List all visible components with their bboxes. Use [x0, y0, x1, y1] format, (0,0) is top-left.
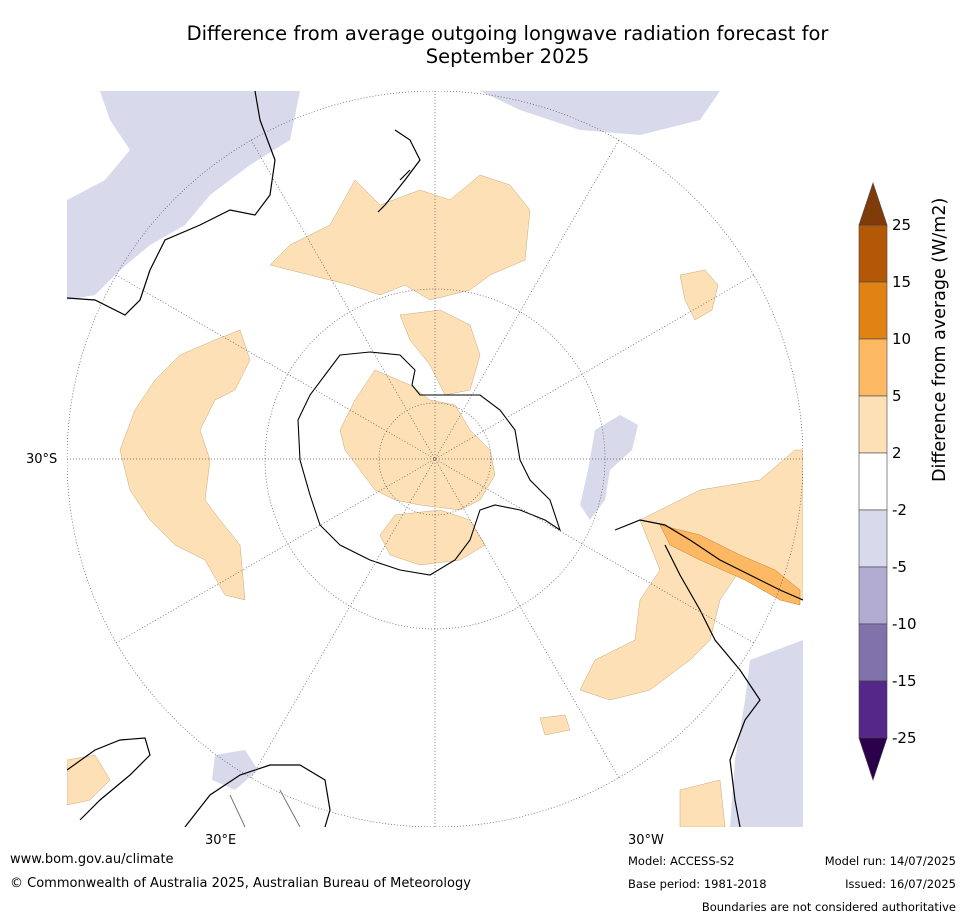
anomaly-region-positive-peninsula: [399, 309, 481, 396]
colorbar-tick: 5: [892, 387, 902, 405]
title-line-1: Difference from average outgoing longwav…: [186, 22, 829, 45]
coastline-australia: [67, 91, 276, 316]
colorbar-tick: 25: [892, 216, 912, 234]
colorbar-tick: 15: [892, 273, 912, 291]
footer-model-run: Model run: 14/07/2025: [824, 854, 956, 868]
colorbar-tick: -15: [892, 672, 917, 690]
lon-label-30e: 30°E: [205, 833, 237, 848]
anomaly-region-positive-antarctica-lower: [379, 509, 486, 566]
colorbar-label: Difference from average (W/m2): [930, 197, 950, 482]
coastline-antarctica: [297, 351, 562, 576]
footer-model: Model: ACCESS-S2: [628, 854, 735, 868]
anomaly-region-negative-atlantic: [580, 415, 638, 520]
anomaly-region-positive-antarctica: [339, 369, 496, 511]
graticule: [67, 91, 803, 827]
colorbar-tick: -10: [892, 615, 917, 633]
colorbar-tick: -5: [892, 558, 907, 576]
colorbar-tick: -2: [892, 501, 907, 519]
anomaly-region-positive-small: [539, 714, 571, 736]
anomaly-region-positive-indian: [119, 329, 251, 601]
footer-url: www.bom.gov.au/climate: [10, 852, 174, 867]
chart-title: Difference from average outgoing longwav…: [60, 22, 955, 68]
title-line-2: September 2025: [425, 45, 590, 68]
colorbar-tick: 2: [892, 444, 902, 462]
footer-base-period: Base period: 1981-2018: [628, 877, 767, 891]
anomaly-region-negative-africa: [212, 750, 258, 790]
footer-issued: Issued: 16/07/2025: [845, 877, 956, 891]
anomaly-region-positive-pacific: [269, 174, 531, 301]
footer-disclaimer: Boundaries are not considered authoritat…: [701, 900, 956, 914]
lat-label-30s: 30°S: [26, 452, 58, 467]
lon-label-30w: 30°W: [628, 833, 664, 848]
coastline-africa-border: [229, 789, 301, 827]
coastline-africa: [67, 737, 331, 827]
anomaly-region-negative-southamerica: [730, 640, 803, 827]
anomaly-region-positive-southatlantic: [579, 449, 803, 701]
anomaly-region-positive-africa-east: [679, 779, 726, 827]
anomaly-region-negative-north: [480, 91, 720, 135]
coastline-newzealand: [377, 129, 421, 213]
colorbar-tick: -25: [892, 729, 917, 747]
footer-copyright: © Commonwealth of Australia 2025, Austra…: [10, 876, 471, 891]
anomaly-region-positive-east: [679, 269, 719, 321]
anomaly-region-positive-southafrica: [67, 754, 111, 806]
anomaly-region-negative-australia: [67, 91, 300, 300]
colorbar-tick: 10: [892, 330, 912, 348]
map-area: [67, 91, 803, 827]
coastline-southamerica: [614, 519, 803, 827]
